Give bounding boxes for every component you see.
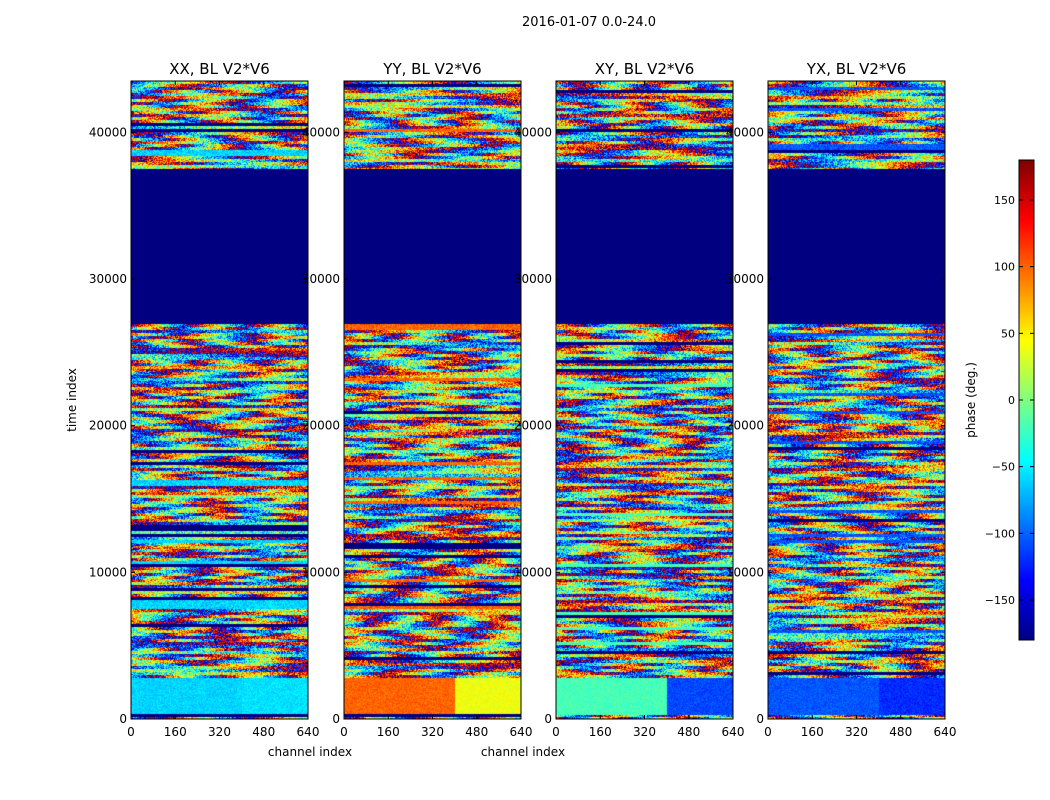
x-axis-label: channel index [268, 745, 352, 759]
y-tick-label: 40000 [726, 125, 764, 139]
x-tick-label: 0 [340, 725, 348, 739]
colorbar-gradient [1019, 160, 1034, 640]
x-tick-label: 320 [208, 725, 231, 739]
figure-suptitle: 2016-01-07 0.0-24.0 [522, 15, 656, 30]
y-tick-label: 30000 [514, 272, 552, 286]
x-tick-label: 320 [845, 725, 868, 739]
y-tick-label: 10000 [302, 565, 340, 579]
x-tick-label: 320 [421, 725, 444, 739]
y-tick-label: 40000 [89, 125, 127, 139]
heatmap-image [556, 81, 733, 719]
x-tick-label: 160 [801, 725, 824, 739]
y-axis-label: time index [65, 368, 79, 432]
x-tick-label: 320 [633, 725, 656, 739]
colorbar: −150 −100 −50 0 50 100 150 phase (deg.) [964, 159, 1035, 641]
heatmap-image [344, 81, 521, 719]
y-tick-label: 10000 [514, 565, 552, 579]
colorbar-tick-label: 150 [994, 194, 1015, 207]
y-tick-label: 0 [544, 712, 552, 726]
panel-title: YY, BL V2*V6 [382, 60, 481, 78]
x-tick-label: 640 [934, 725, 957, 739]
colorbar-tick-label: −50 [992, 461, 1015, 474]
y-tick-label: 20000 [89, 419, 127, 433]
y-tick-label: 40000 [302, 125, 340, 139]
x-axis-label: channel index [481, 745, 565, 759]
colorbar-tick-label: 0 [1008, 394, 1015, 407]
x-tick-label: 640 [510, 725, 533, 739]
y-tick-label: 0 [119, 712, 127, 726]
x-tick-label: 480 [465, 725, 488, 739]
x-tick-label: 160 [164, 725, 187, 739]
y-tick-label: 20000 [726, 419, 764, 433]
y-tick-label: 30000 [302, 272, 340, 286]
panel-1: YY, BL V2*V6 0 160 320 480 640 0 10000 20000 3000… [302, 60, 565, 759]
y-tick-label: 20000 [302, 419, 340, 433]
heatmap-image [768, 81, 945, 719]
y-tick-label: 10000 [89, 565, 127, 579]
colorbar-tick-label: 50 [1001, 327, 1015, 340]
x-tick-label: 0 [552, 725, 560, 739]
y-tick-label: 0 [756, 712, 764, 726]
x-tick-label: 480 [889, 725, 912, 739]
y-tick-label: 0 [332, 712, 340, 726]
colorbar-tick-label: −100 [985, 527, 1015, 540]
heatmap-panels: XX, BL V2*V6 0 160 320 480 640 0 10000 20000 3000… [65, 60, 956, 759]
colorbar-tick-label: −150 [985, 594, 1015, 607]
x-tick-label: 160 [589, 725, 612, 739]
panel-title: XY, BL V2*V6 [595, 60, 695, 78]
panel-2: XY, BL V2*V6 0 160 320 480 640 0 10000 20000 3000… [514, 60, 745, 739]
x-tick-label: 160 [377, 725, 400, 739]
panel-title: YX, BL V2*V6 [806, 60, 907, 78]
panel-3: YX, BL V2*V6 0 160 320 480 640 0 10000 20000 3000… [726, 60, 957, 739]
x-tick-label: 0 [127, 725, 135, 739]
y-tick-label: 30000 [89, 272, 127, 286]
y-tick-label: 10000 [726, 565, 764, 579]
x-tick-label: 0 [764, 725, 772, 739]
x-tick-label: 480 [252, 725, 275, 739]
x-tick-label: 640 [297, 725, 320, 739]
colorbar-tick-label: 100 [994, 261, 1015, 274]
x-tick-label: 640 [722, 725, 745, 739]
y-tick-label: 30000 [726, 272, 764, 286]
y-tick-label: 40000 [514, 125, 552, 139]
panel-title: XX, BL V2*V6 [169, 60, 270, 78]
colorbar-label: phase (deg.) [964, 362, 978, 438]
panel-0: XX, BL V2*V6 0 160 320 480 640 0 10000 20000 3000… [65, 60, 352, 759]
x-tick-label: 480 [677, 725, 700, 739]
y-tick-label: 20000 [514, 419, 552, 433]
heatmap-image [131, 81, 308, 719]
